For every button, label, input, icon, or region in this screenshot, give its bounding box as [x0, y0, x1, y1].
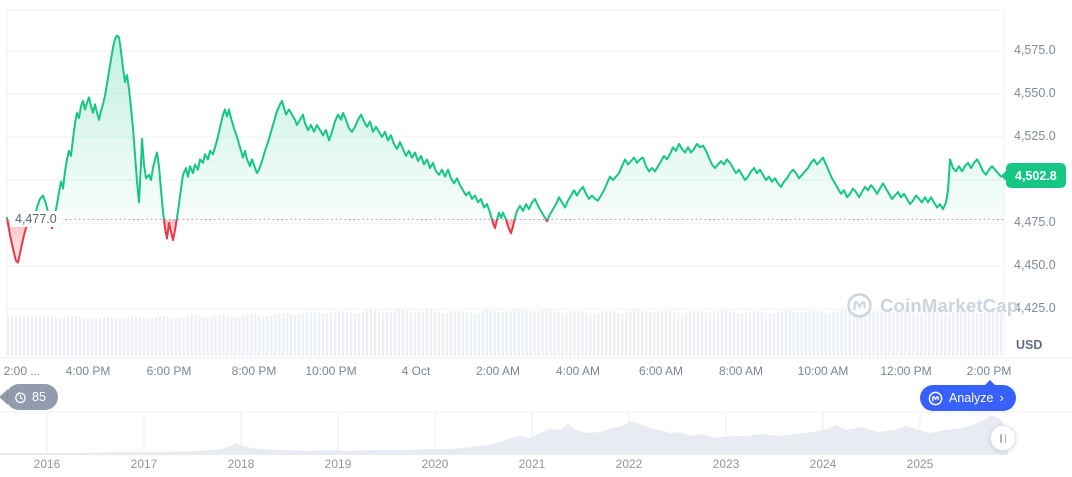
- x-axis-label: 6:00 AM: [638, 364, 684, 378]
- navigator-year-label: 2016: [33, 457, 61, 471]
- currency-label: USD: [1016, 338, 1043, 352]
- x-axis-label: 8:00 PM: [231, 364, 277, 378]
- navigator-year-label: 2018: [227, 457, 255, 471]
- chevron-right-icon: ›: [999, 390, 1004, 405]
- x-axis-label: 6:00 PM: [146, 364, 192, 378]
- price-line-down: [6, 219, 549, 264]
- history-count-badge[interactable]: 85: [6, 384, 58, 410]
- price-area-down: [7, 219, 1004, 263]
- analyze-button[interactable]: Analyze ›: [920, 380, 1016, 411]
- x-axis-label: 12:00 PM: [880, 364, 932, 378]
- navigator-year-label: 2025: [906, 457, 934, 471]
- navigator-year-label: 2023: [712, 457, 740, 471]
- history-clock-icon: [14, 391, 27, 404]
- navigator-year-label: 2020: [421, 457, 449, 471]
- x-axis-label: 10:00 PM: [305, 364, 357, 378]
- x-axis-label: 10:00 AM: [797, 364, 849, 378]
- watermark-text: CoinMarketCap: [880, 294, 1019, 316]
- y-axis-label: 4,575.0: [1014, 43, 1056, 57]
- y-axis-label: 4,475.0: [1014, 215, 1056, 229]
- navigator-year-label: 2022: [615, 457, 643, 471]
- y-axis-label: 4,550.0: [1014, 86, 1056, 100]
- history-count: 85: [32, 390, 46, 404]
- coinmarketcap-watermark: CoinMarketCap: [846, 292, 1018, 319]
- navigator-year-label: 2017: [130, 457, 158, 471]
- analyze-label: Analyze: [949, 391, 994, 405]
- x-axis-label: 4:00 PM: [65, 364, 111, 378]
- y-axis-label: 4,425.0: [1014, 301, 1056, 315]
- x-axis-label: 4 Oct: [401, 364, 431, 378]
- analyze-logo-icon: [928, 391, 943, 406]
- y-axis-label: 4,525.0: [1014, 129, 1056, 143]
- x-axis-label: 8:00 AM: [718, 364, 764, 378]
- x-axis-label: 4:00 AM: [555, 364, 601, 378]
- y-axis-label: 4,450.0: [1014, 258, 1056, 272]
- x-axis-label: 2:00 ...: [3, 364, 41, 378]
- current-price-value: 4,502.8: [1015, 168, 1057, 183]
- coinmarketcap-logo-icon: [846, 292, 873, 319]
- navigator-handle[interactable]: [990, 425, 1016, 451]
- navigator-year-label: 2019: [324, 457, 352, 471]
- current-price-badge: 4,502.8: [1006, 163, 1066, 188]
- price-line-up: [6, 34, 1005, 220]
- volume-bars: [7, 309, 1003, 356]
- navigator-year-label: 2021: [518, 457, 546, 471]
- baseline-price-label: 4,477.0: [10, 211, 62, 227]
- navigator-area[interactable]: [0, 415, 1008, 455]
- x-axis-label: 2:00 PM: [966, 364, 1012, 378]
- x-axis-label: 2:00 AM: [475, 364, 521, 378]
- navigator-year-label: 2024: [809, 457, 837, 471]
- price-area-up: [7, 35, 1004, 220]
